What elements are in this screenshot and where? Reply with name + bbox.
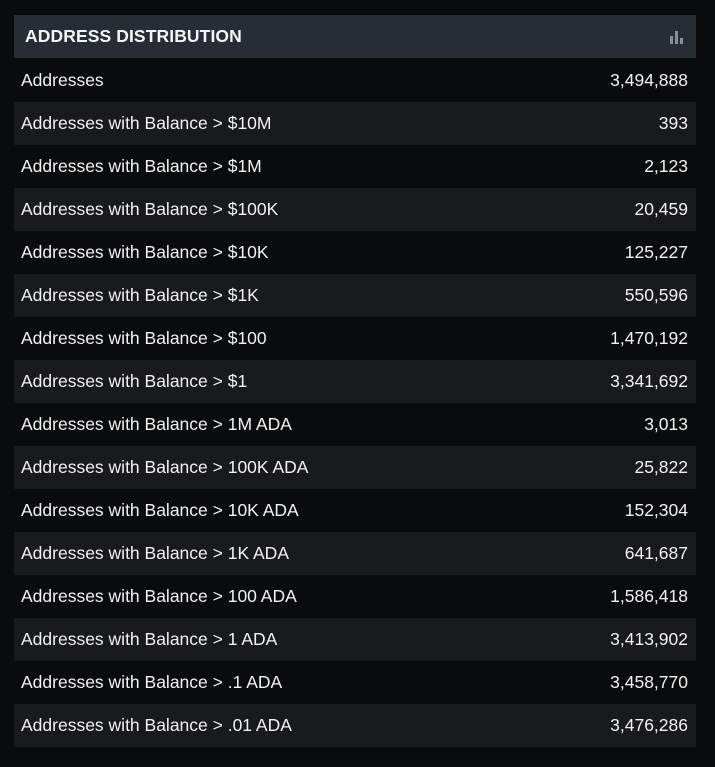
bar-chart-icon-bar [675,30,678,44]
row-value: 25,822 [634,457,688,477]
bar-chart-icon[interactable] [670,30,684,44]
row-value: 1,586,418 [610,586,688,606]
row-label: Addresses with Balance > $1 [21,371,248,391]
table-row: Addresses with Balance > 1K ADA 641,687 [14,532,696,575]
address-distribution-panel: ADDRESS DISTRIBUTION Addresses 3,494,888… [14,15,696,747]
table-row: Addresses with Balance > 100 ADA 1,586,4… [14,575,696,618]
distribution-table: Addresses 3,494,888 Addresses with Balan… [14,59,696,747]
bar-chart-icon-bar [670,35,673,44]
row-label: Addresses with Balance > $100K [21,199,279,219]
table-row: Addresses with Balance > $1K 550,596 [14,274,696,317]
panel-title: ADDRESS DISTRIBUTION [25,26,242,46]
row-value: 125,227 [624,242,688,262]
table-row: Addresses with Balance > .01 ADA 3,476,2… [14,704,696,747]
table-row: Addresses with Balance > $1 3,341,692 [14,360,696,403]
row-label: Addresses with Balance > $100 [21,328,267,348]
table-row: Addresses with Balance > $10K 125,227 [14,231,696,274]
row-value: 20,459 [634,199,688,219]
row-label: Addresses with Balance > 100K ADA [21,457,309,477]
table-row: Addresses with Balance > 10K ADA 152,304 [14,489,696,532]
table-row: Addresses with Balance > $100 1,470,192 [14,317,696,360]
row-label: Addresses with Balance > $1K [21,285,259,305]
table-row: Addresses with Balance > 1M ADA 3,013 [14,403,696,446]
row-label: Addresses with Balance > .01 ADA [21,715,292,735]
row-value: 641,687 [624,543,688,563]
row-label: Addresses with Balance > 1K ADA [21,543,289,563]
row-label: Addresses with Balance > 1M ADA [21,414,292,434]
table-row: Addresses with Balance > 1 ADA 3,413,902 [14,618,696,661]
row-value: 152,304 [624,500,688,520]
table-row: Addresses with Balance > $1M 2,123 [14,145,696,188]
row-label: Addresses with Balance > .1 ADA [21,672,283,692]
row-value: 3,413,902 [610,629,688,649]
row-label: Addresses [21,70,104,90]
row-value: 1,470,192 [610,328,688,348]
panel-header: ADDRESS DISTRIBUTION [14,15,696,58]
table-row: Addresses with Balance > $10M 393 [14,102,696,145]
row-label: Addresses with Balance > $10M [21,113,272,133]
row-value: 2,123 [644,156,688,176]
table-row: Addresses with Balance > 100K ADA 25,822 [14,446,696,489]
row-label: Addresses with Balance > $10K [21,242,269,262]
row-value: 3,341,692 [610,371,688,391]
table-row: Addresses 3,494,888 [14,59,696,102]
row-value: 550,596 [624,285,688,305]
row-label: Addresses with Balance > 10K ADA [21,500,299,520]
row-value: 393 [658,113,688,133]
table-row: Addresses with Balance > .1 ADA 3,458,77… [14,661,696,704]
row-label: Addresses with Balance > 1 ADA [21,629,278,649]
table-row: Addresses with Balance > $100K 20,459 [14,188,696,231]
row-value: 3,013 [644,414,688,434]
row-value: 3,476,286 [610,715,688,735]
bar-chart-icon-bar [680,37,683,44]
row-label: Addresses with Balance > 100 ADA [21,586,297,606]
row-label: Addresses with Balance > $1M [21,156,262,176]
row-value: 3,494,888 [610,70,688,90]
row-value: 3,458,770 [610,672,688,692]
